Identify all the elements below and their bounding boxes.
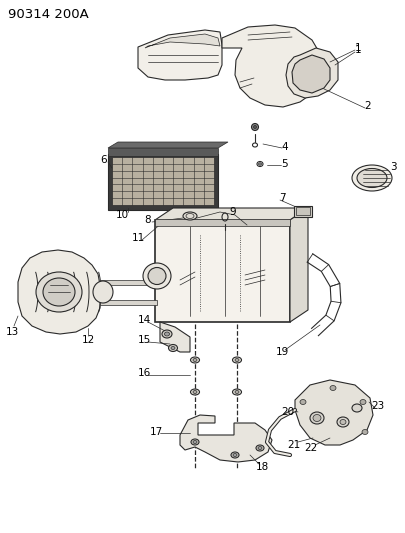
Text: 11: 11	[131, 233, 145, 243]
Ellipse shape	[233, 454, 237, 456]
Polygon shape	[290, 208, 308, 322]
Ellipse shape	[148, 268, 166, 285]
Ellipse shape	[357, 168, 387, 188]
Ellipse shape	[232, 389, 241, 395]
Text: 5: 5	[281, 159, 287, 169]
Polygon shape	[145, 34, 220, 48]
Bar	[155, 219, 290, 226]
Bar	[108, 148, 218, 156]
Ellipse shape	[162, 330, 172, 338]
Ellipse shape	[360, 400, 366, 405]
Polygon shape	[286, 48, 338, 98]
Ellipse shape	[310, 412, 324, 424]
Bar	[296, 207, 310, 215]
Text: 14: 14	[137, 315, 151, 325]
Ellipse shape	[313, 415, 321, 422]
Text: 3: 3	[390, 162, 396, 172]
Polygon shape	[160, 322, 190, 352]
Bar	[294, 206, 312, 217]
Bar	[112, 157, 214, 205]
Ellipse shape	[143, 263, 171, 289]
Ellipse shape	[362, 430, 368, 434]
Polygon shape	[100, 300, 157, 305]
Text: 23: 23	[371, 401, 385, 411]
Polygon shape	[108, 154, 218, 210]
Ellipse shape	[168, 344, 177, 351]
Polygon shape	[108, 142, 228, 148]
Bar	[155, 220, 290, 322]
Ellipse shape	[337, 417, 349, 427]
Text: 6: 6	[101, 155, 107, 165]
Text: 2: 2	[364, 101, 371, 111]
Polygon shape	[292, 55, 330, 93]
Ellipse shape	[340, 419, 346, 424]
Text: 90314 200A: 90314 200A	[8, 7, 89, 20]
Text: 4: 4	[282, 142, 288, 152]
Ellipse shape	[190, 357, 200, 363]
Polygon shape	[295, 380, 373, 445]
Ellipse shape	[330, 385, 336, 391]
Text: 12: 12	[81, 335, 95, 345]
Ellipse shape	[352, 165, 392, 191]
Ellipse shape	[252, 124, 258, 131]
Ellipse shape	[43, 278, 75, 306]
Ellipse shape	[190, 389, 200, 395]
Ellipse shape	[232, 357, 241, 363]
Ellipse shape	[258, 163, 262, 165]
Text: 1: 1	[355, 45, 361, 55]
Ellipse shape	[193, 391, 197, 393]
Ellipse shape	[235, 359, 239, 361]
Text: 13: 13	[5, 327, 19, 337]
Text: 20: 20	[281, 407, 294, 417]
Polygon shape	[180, 415, 272, 462]
Text: 16: 16	[137, 368, 151, 378]
Text: 17: 17	[149, 427, 163, 437]
Text: 7: 7	[279, 193, 285, 203]
Polygon shape	[18, 250, 100, 334]
Ellipse shape	[235, 391, 239, 393]
Ellipse shape	[193, 359, 197, 361]
Ellipse shape	[164, 332, 170, 336]
Ellipse shape	[352, 404, 362, 412]
Ellipse shape	[193, 440, 197, 443]
Text: 15: 15	[137, 335, 151, 345]
Text: 9: 9	[230, 207, 236, 217]
Ellipse shape	[258, 447, 262, 449]
Polygon shape	[155, 208, 308, 220]
Ellipse shape	[231, 452, 239, 458]
Ellipse shape	[256, 445, 264, 451]
Ellipse shape	[254, 125, 256, 128]
Text: 19: 19	[275, 347, 289, 357]
Polygon shape	[138, 30, 222, 80]
Text: 10: 10	[115, 210, 128, 220]
Text: 21: 21	[288, 440, 301, 450]
Ellipse shape	[36, 272, 82, 312]
Ellipse shape	[191, 439, 199, 445]
Polygon shape	[100, 280, 157, 285]
Text: 18: 18	[256, 462, 269, 472]
Ellipse shape	[171, 346, 175, 350]
Ellipse shape	[183, 212, 197, 220]
Text: 22: 22	[305, 443, 318, 453]
Text: 1: 1	[355, 43, 361, 53]
Ellipse shape	[93, 281, 113, 303]
Ellipse shape	[300, 400, 306, 405]
Polygon shape	[222, 25, 322, 107]
Text: 8: 8	[145, 215, 151, 225]
